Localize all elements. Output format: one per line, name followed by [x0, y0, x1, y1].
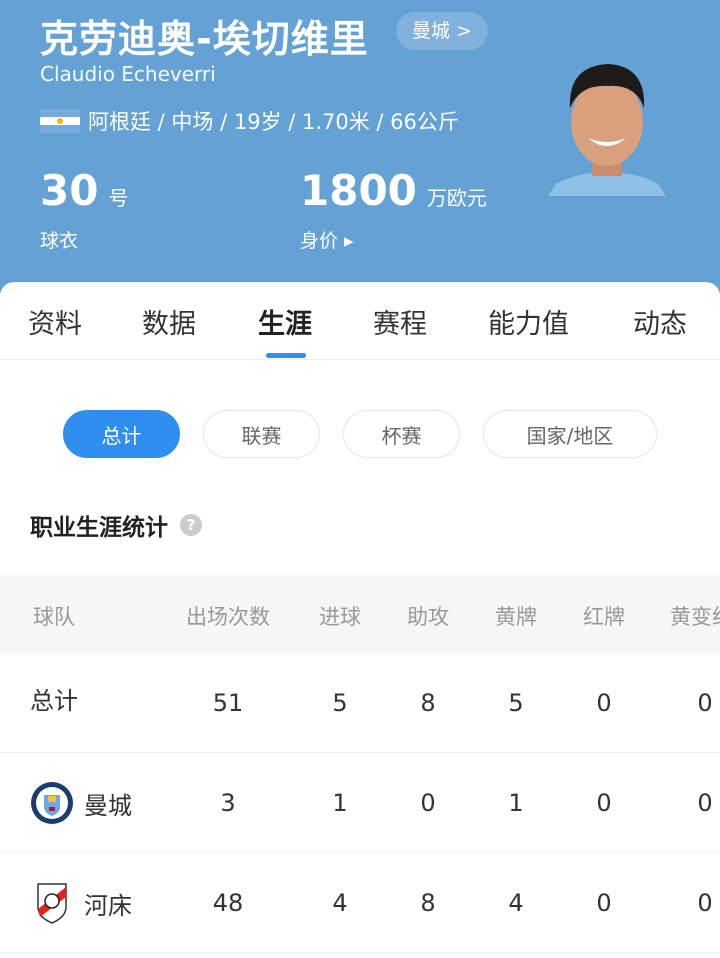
cell: 0: [420, 789, 436, 817]
tab-career[interactable]: 生涯: [258, 309, 312, 340]
table-row[interactable]: 曼城 3 1 0 1 0 0: [0, 753, 720, 853]
team-cell: 总计: [30, 681, 78, 716]
player-info-text: 阿根廷 / 中场 / 19岁 / 1.70米 / 66公斤: [88, 110, 459, 134]
cell: 0: [697, 889, 713, 917]
cell: 0: [596, 789, 612, 817]
shirt-stat: 30 号: [40, 166, 128, 216]
market-value: 1800: [300, 166, 417, 215]
tab-news[interactable]: 动态: [633, 309, 687, 340]
cell: 4: [508, 889, 524, 917]
team-name: 曼城: [84, 791, 132, 820]
market-value-link[interactable]: 身价 ▸: [300, 230, 354, 252]
cell: 8: [420, 689, 436, 717]
col-yellow: 黄牌: [495, 605, 537, 629]
filter-total[interactable]: 总计: [63, 410, 180, 458]
team-name: 总计: [30, 687, 78, 715]
team-cell[interactable]: 曼城: [30, 781, 132, 825]
cell: 3: [220, 789, 236, 817]
col-goals: 进球: [319, 605, 361, 629]
tab-bar: 资料 数据 生涯 赛程 能力值 动态: [0, 282, 720, 360]
player-header: 克劳迪奥-埃切维里 曼城 > Claudio Echeverri 阿根廷 / 中…: [0, 0, 720, 300]
col-assists: 助攻: [407, 605, 449, 629]
tab-ability[interactable]: 能力值: [488, 309, 569, 340]
table-row[interactable]: 河床 48 4 8 4 0 0: [0, 853, 720, 953]
team-name: 河床: [84, 891, 132, 920]
shirt-unit: 号: [108, 186, 129, 210]
cell: 48: [212, 889, 244, 917]
table-header: 球队 出场次数 进球 助攻 黄牌 红牌 黄变红: [0, 575, 720, 653]
table-row: 总计 51 5 8 5 0 0: [0, 653, 720, 753]
river-plate-crest-icon: [37, 883, 67, 924]
tab-schedule[interactable]: 赛程: [373, 309, 427, 340]
man-city-crest-icon: [31, 782, 73, 824]
cell: 51: [212, 689, 244, 717]
player-name-en: Claudio Echeverri: [40, 62, 216, 86]
shirt-label: 球衣: [40, 230, 79, 252]
cell: 0: [697, 789, 713, 817]
col-second-yellow: 黄变红: [670, 605, 720, 629]
club-link-button[interactable]: 曼城 >: [396, 12, 488, 50]
section-title: 职业生涯统计 ?: [30, 508, 202, 542]
cell: 5: [332, 689, 348, 717]
cell: 0: [697, 689, 713, 717]
argentina-flag-icon: [40, 109, 80, 133]
section-title-text: 职业生涯统计: [30, 515, 168, 541]
cell: 1: [332, 789, 348, 817]
cell: 5: [508, 689, 524, 717]
player-photo: [548, 64, 666, 196]
col-red: 红牌: [583, 605, 625, 629]
tab-stats[interactable]: 数据: [142, 309, 196, 340]
filter-league[interactable]: 联赛: [203, 410, 320, 458]
cell: 8: [420, 889, 436, 917]
cell: 1: [508, 789, 524, 817]
col-team: 球队: [33, 605, 75, 629]
market-value-unit: 万欧元: [426, 186, 487, 210]
help-icon[interactable]: ?: [180, 514, 202, 536]
cell: 0: [596, 889, 612, 917]
cell: 0: [596, 689, 612, 717]
filter-national[interactable]: 国家/地区: [483, 410, 657, 458]
market-value-stat: 1800 万欧元: [300, 166, 487, 216]
shirt-number: 30: [40, 166, 99, 215]
player-name: 克劳迪奥-埃切维里: [40, 17, 369, 61]
filter-cup[interactable]: 杯赛: [343, 410, 460, 458]
player-info: 阿根廷 / 中场 / 19岁 / 1.70米 / 66公斤: [40, 106, 459, 136]
col-appearances: 出场次数: [186, 605, 270, 629]
tab-profile[interactable]: 资料: [28, 309, 82, 340]
team-cell[interactable]: 河床: [30, 881, 132, 925]
active-tab-indicator: [266, 353, 306, 358]
cell: 4: [332, 889, 348, 917]
